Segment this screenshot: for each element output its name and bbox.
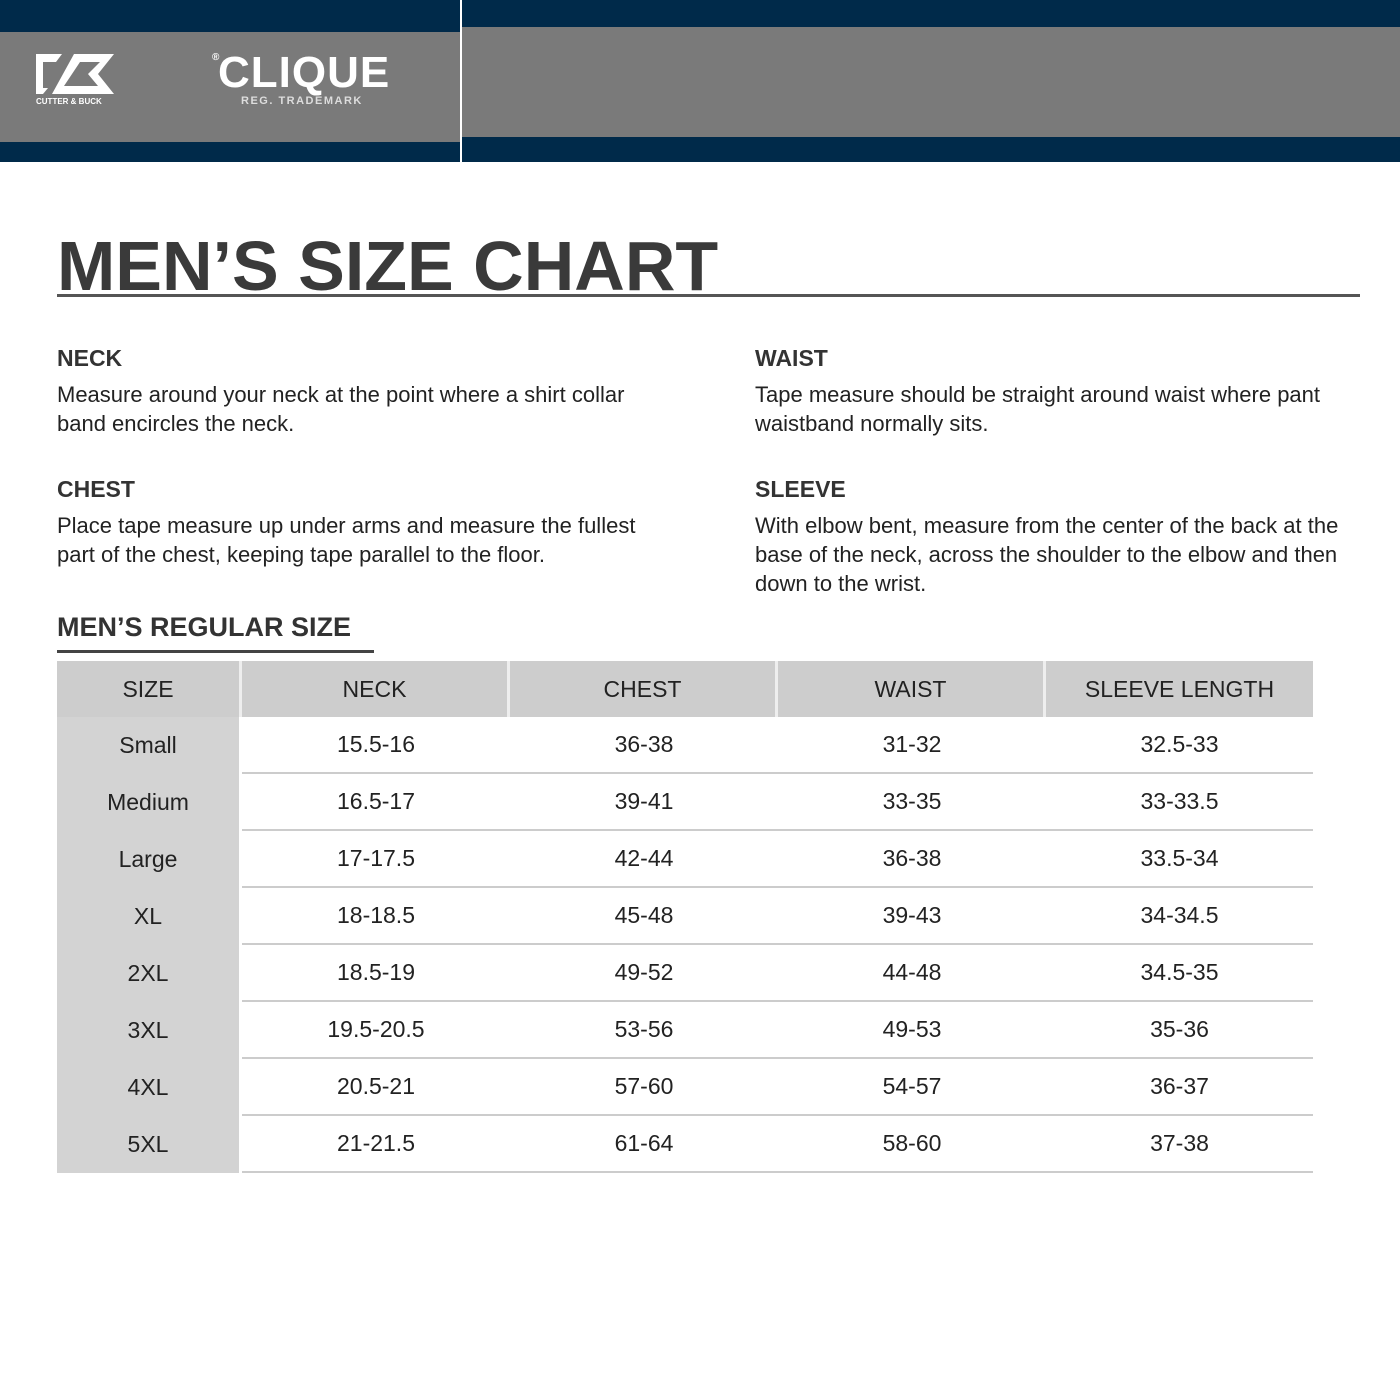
guide-waist: WAIST Tape measure should be straight aro… — [755, 345, 1321, 436]
section-divider — [57, 650, 374, 653]
value-cell: 20.5-21 — [242, 1059, 510, 1116]
table-row: 3XL 19.5-20.5 53-56 49-53 35-36 — [57, 1002, 1313, 1059]
table-row: Medium 16.5-17 39-41 33-35 33-33.5 — [57, 774, 1313, 831]
value-cell: 18-18.5 — [242, 888, 510, 945]
size-cell: Medium — [57, 774, 242, 831]
value-cell: 36-38 — [510, 717, 778, 774]
value-cell: 53-56 — [510, 1002, 778, 1059]
value-cell: 16.5-17 — [242, 774, 510, 831]
value-cell: 39-41 — [510, 774, 778, 831]
title-divider — [57, 294, 1360, 297]
column-header: WAIST — [778, 661, 1046, 717]
value-cell: 44-48 — [778, 945, 1046, 1002]
section-heading: MEN’S REGULAR SIZE — [57, 612, 352, 642]
table-row: 4XL 20.5-21 57-60 54-57 36-37 — [57, 1059, 1313, 1116]
value-cell: 34.5-35 — [1046, 945, 1313, 1002]
size-cell: 3XL — [57, 1002, 242, 1059]
header-banner-left: CUTTER & BUCK ® CLIQUE REG. TRADEMARK — [0, 0, 460, 162]
clique-logo: ® CLIQUE — [212, 48, 391, 97]
value-cell: 45-48 — [510, 888, 778, 945]
table-row: 2XL 18.5-19 49-52 44-48 34.5-35 — [57, 945, 1313, 1002]
size-cell: 5XL — [57, 1116, 242, 1173]
value-cell: 54-57 — [778, 1059, 1046, 1116]
value-cell: 33-33.5 — [1046, 774, 1313, 831]
column-header: SLEEVE LENGTH — [1046, 661, 1313, 717]
size-cell: 2XL — [57, 945, 242, 1002]
value-cell: 21-21.5 — [242, 1116, 510, 1173]
size-cell: XL — [57, 888, 242, 945]
column-header: CHEST — [510, 661, 778, 717]
cutter-buck-logo — [36, 54, 114, 94]
value-cell: 18.5-19 — [242, 945, 510, 1002]
column-header: NECK — [242, 661, 510, 717]
value-cell: 49-53 — [778, 1002, 1046, 1059]
value-cell: 34-34.5 — [1046, 888, 1313, 945]
value-cell: 17-17.5 — [242, 831, 510, 888]
value-cell: 33-35 — [778, 774, 1046, 831]
value-cell: 35-36 — [1046, 1002, 1313, 1059]
value-cell: 37-38 — [1046, 1116, 1313, 1173]
column-header: SIZE — [57, 661, 242, 717]
table-row: XL 18-18.5 45-48 39-43 34-34.5 — [57, 888, 1313, 945]
value-cell: 19.5-20.5 — [242, 1002, 510, 1059]
cutter-buck-wordmark: CUTTER & BUCK — [36, 97, 102, 106]
header-banner-right — [462, 0, 1400, 162]
value-cell: 15.5-16 — [242, 717, 510, 774]
value-cell: 39-43 — [778, 888, 1046, 945]
table-row: Large 17-17.5 42-44 36-38 33.5-34 — [57, 831, 1313, 888]
size-table: SIZE NECK CHEST WAIST SLEEVE LENGTH Small 15.… — [57, 661, 1313, 1173]
value-cell: 42-44 — [510, 831, 778, 888]
value-cell: 57-60 — [510, 1059, 778, 1116]
value-cell: 61-64 — [510, 1116, 778, 1173]
size-cell: Large — [57, 831, 242, 888]
value-cell: 49-52 — [510, 945, 778, 1002]
value-cell: 36-38 — [778, 831, 1046, 888]
guide-neck: NECK Measure around your neck at the poin… — [57, 345, 625, 436]
guide-sleeve: SLEEVE With elbow bent, measure from the … — [755, 476, 1339, 596]
value-cell: 33.5-34 — [1046, 831, 1313, 888]
value-cell: 58-60 — [778, 1116, 1046, 1173]
value-cell: 36-37 — [1046, 1059, 1313, 1116]
guide-chest: CHEST Place tape measure up under arms an… — [57, 476, 636, 567]
page-title: MEN’S SIZE CHART — [57, 227, 719, 305]
table-row: 5XL 21-21.5 61-64 58-60 37-38 — [57, 1116, 1313, 1173]
value-cell: 31-32 — [778, 717, 1046, 774]
size-cell: Small — [57, 717, 242, 774]
size-cell: 4XL — [57, 1059, 242, 1116]
value-cell: 32.5-33 — [1046, 717, 1313, 774]
trademark-text: REG. TRADEMARK — [241, 95, 363, 107]
table-row: Small 15.5-16 36-38 31-32 32.5-33 — [57, 717, 1313, 774]
